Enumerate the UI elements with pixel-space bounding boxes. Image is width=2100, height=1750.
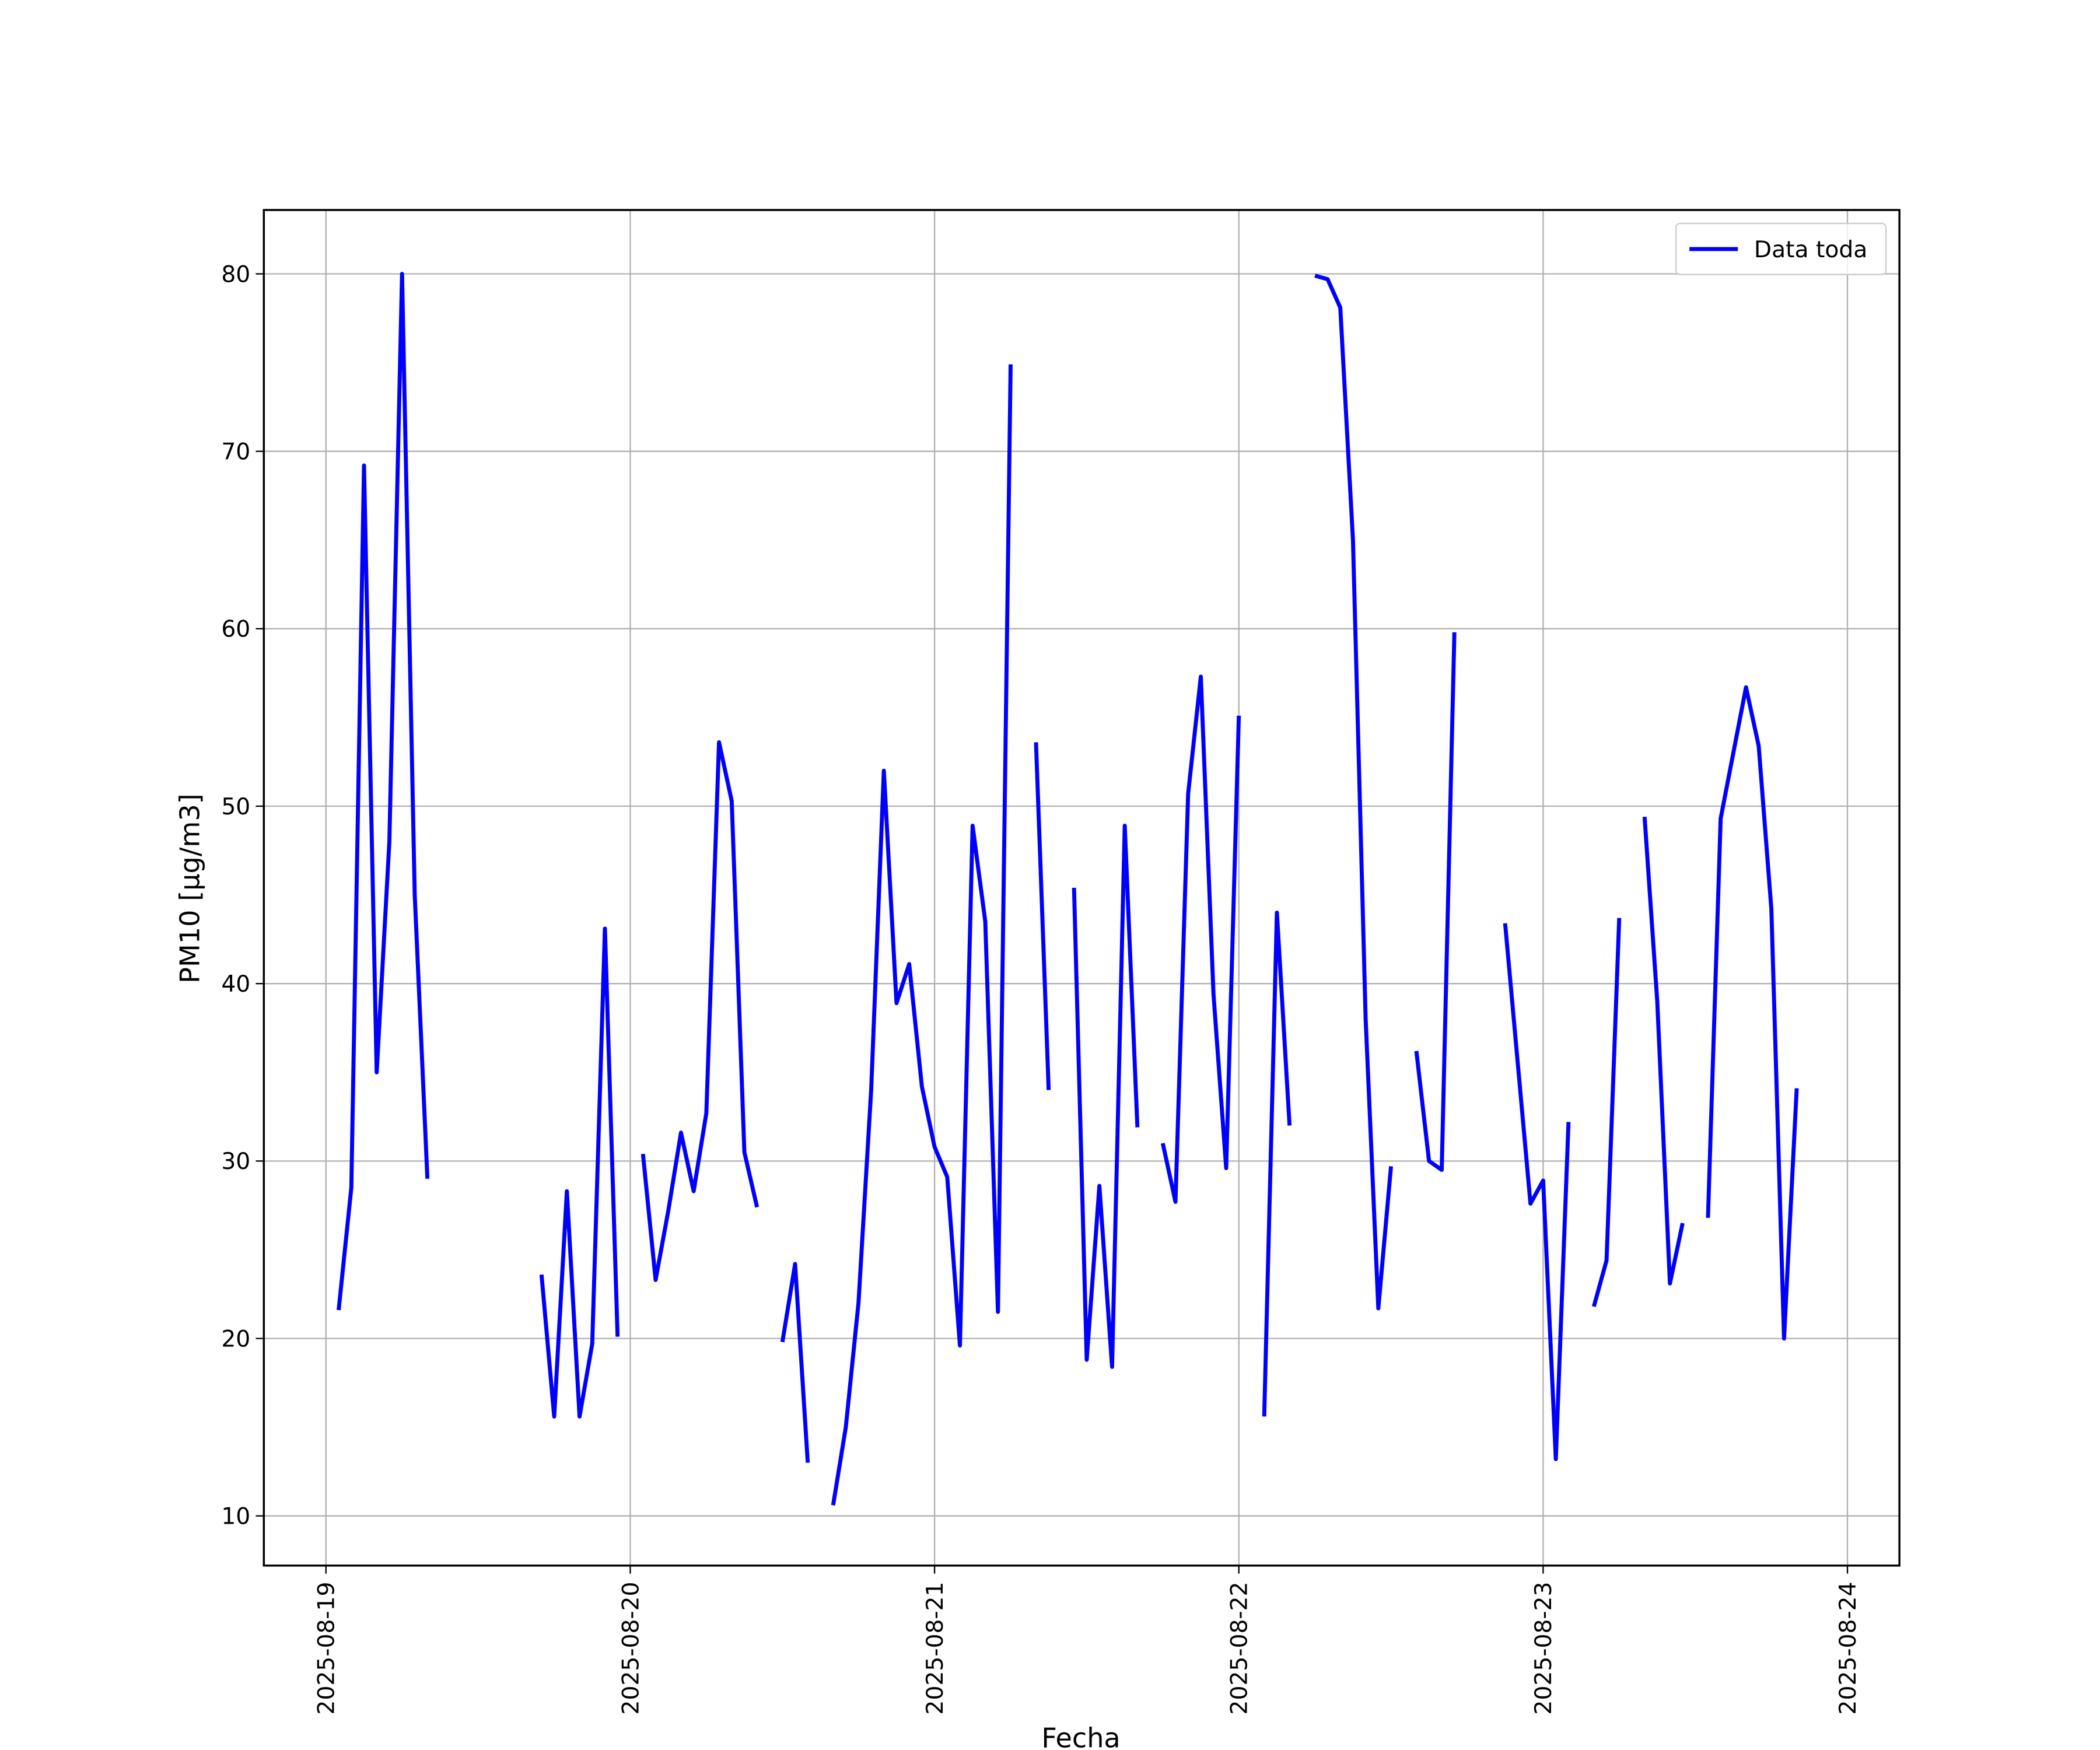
y-tick-label: 30 <box>221 1149 250 1175</box>
legend-label: Data toda <box>1754 237 1867 263</box>
x-tick-label: 2025-08-21 <box>922 1582 949 1715</box>
y-tick-label: 20 <box>221 1326 250 1352</box>
y-axis-label: PM10 [μg/m3] <box>174 793 206 984</box>
y-tick-label: 80 <box>221 261 250 288</box>
x-axis-label: Fecha <box>1041 1722 1120 1750</box>
y-tick-label: 70 <box>221 439 250 466</box>
plot-frame <box>262 209 1901 1567</box>
x-tick-label: 2025-08-23 <box>1531 1582 1557 1715</box>
y-tick-label: 60 <box>221 617 250 643</box>
y-tick-label: 40 <box>221 971 250 998</box>
data-line <box>337 272 1799 1506</box>
y-tick-label: 50 <box>221 794 250 820</box>
legend-box <box>1675 222 1887 275</box>
y-tick-label: 10 <box>221 1504 250 1530</box>
x-tick-label: 2025-08-20 <box>618 1582 644 1715</box>
x-tick-label: 2025-08-24 <box>1835 1582 1861 1715</box>
x-tick-label: 2025-08-19 <box>314 1582 340 1715</box>
x-tick-label: 2025-08-22 <box>1227 1582 1253 1715</box>
